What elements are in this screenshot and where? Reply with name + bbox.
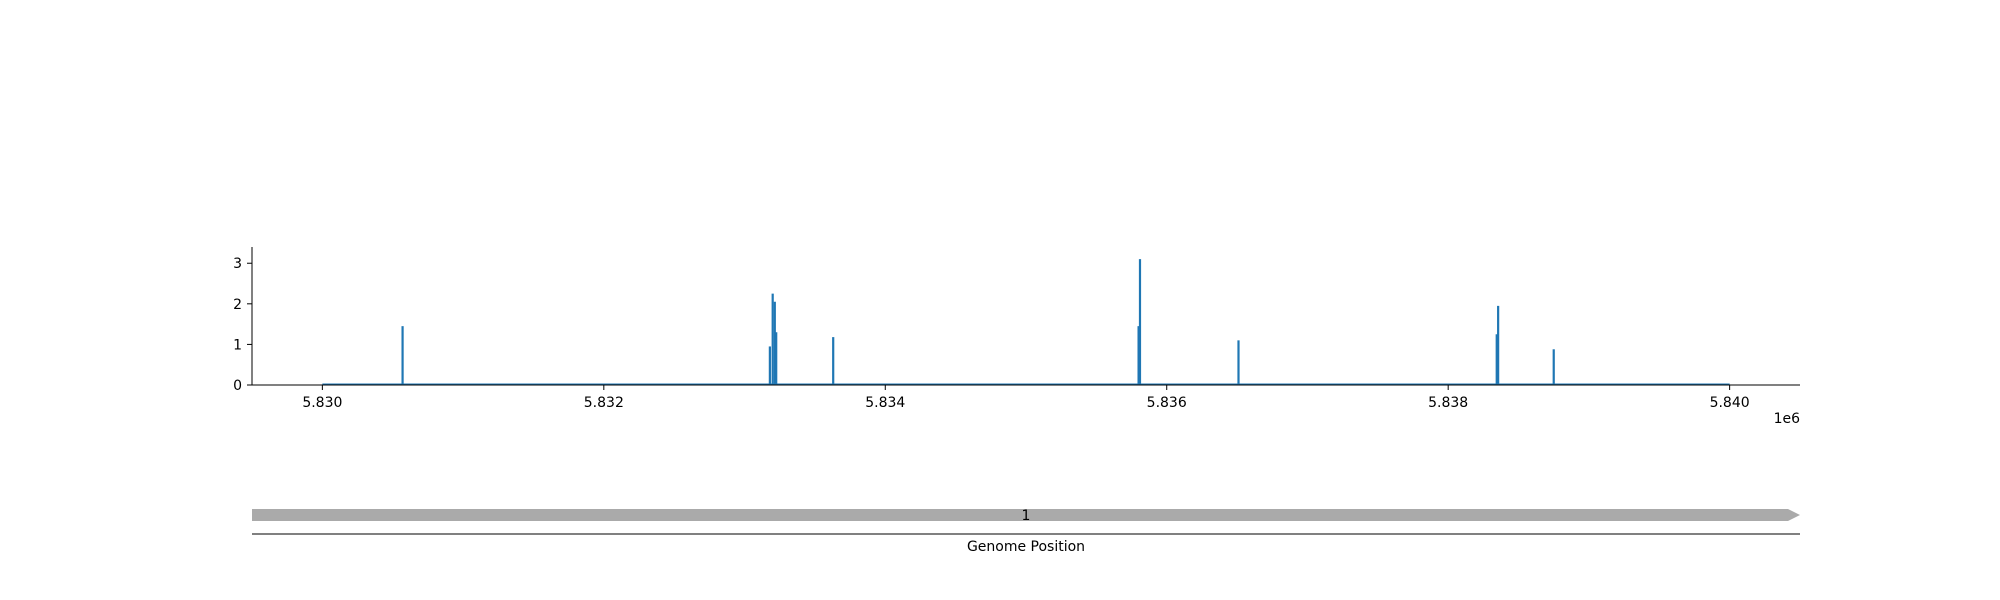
x-tick-label: 5.838 bbox=[1428, 395, 1468, 411]
x-axis-ticks: 5.830 5.832 5.834 5.836 5.838 5.840 bbox=[302, 385, 1750, 411]
x-axis-offset-label: 1e6 bbox=[1774, 411, 1801, 427]
y-axis-ticks: 0 1 2 3 bbox=[233, 256, 252, 394]
x-tick-label: 5.830 bbox=[302, 395, 342, 411]
x-tick-label: 5.834 bbox=[865, 395, 905, 411]
coverage-bars bbox=[401, 259, 1555, 385]
feature-track-label: 1 bbox=[1022, 508, 1031, 524]
x-tick-label: 5.832 bbox=[584, 395, 624, 411]
x-axis-title: Genome Position bbox=[967, 539, 1085, 555]
x-tick-label: 5.836 bbox=[1147, 395, 1187, 411]
y-tick-label: 3 bbox=[233, 256, 242, 272]
y-tick-label: 0 bbox=[233, 378, 242, 394]
x-tick-label: 5.840 bbox=[1710, 395, 1750, 411]
y-tick-label: 2 bbox=[233, 297, 242, 313]
feature-track-arrow bbox=[252, 509, 1800, 521]
y-tick-label: 1 bbox=[233, 337, 242, 353]
